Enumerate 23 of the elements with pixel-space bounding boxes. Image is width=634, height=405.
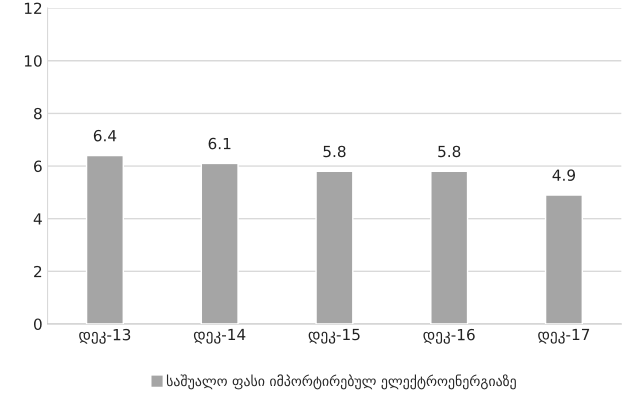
data-label: 6.1	[208, 138, 230, 150]
data-label: 5.8	[438, 146, 460, 158]
legend-label: საშუალო ფასი იმპორტირებულ ელექტროენერგიაზე	[166, 374, 516, 390]
bar	[315, 170, 354, 324]
x-tick-label: დეკ-15	[308, 328, 360, 344]
x-tick-label: დეკ-17	[538, 328, 590, 344]
y-tick-label: 2	[34, 266, 42, 278]
y-tick-label: 8	[34, 108, 42, 120]
x-tick-label: დეკ-16	[423, 328, 475, 344]
y-tick-label: 12	[24, 2, 42, 14]
y-tick-label: 0	[34, 318, 42, 330]
x-tick-label: დეკ-13	[79, 328, 130, 344]
bar	[430, 170, 468, 324]
bar	[200, 162, 239, 324]
y-tick-label: 6	[34, 160, 42, 172]
y-tick-label: 4	[34, 213, 42, 225]
y-tick-label: 10	[24, 55, 42, 67]
data-label: 5.8	[323, 146, 346, 158]
bar	[544, 194, 583, 324]
bar	[86, 154, 124, 324]
data-label: 4.9	[552, 169, 576, 181]
x-tick-label: დეკ-14	[194, 328, 246, 344]
data-label: 6.4	[94, 130, 116, 142]
